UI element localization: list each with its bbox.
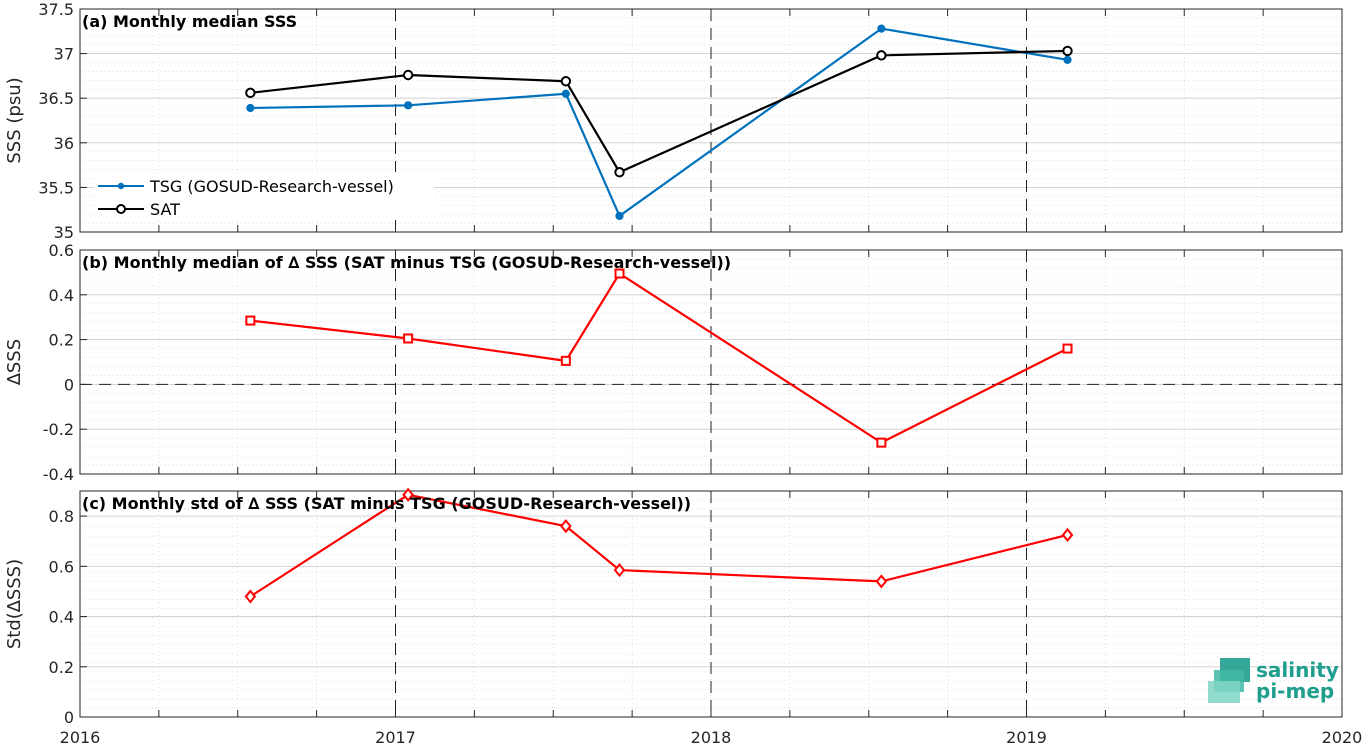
- panel-a-title: (a) Monthly median SSS: [82, 12, 297, 31]
- panel-b-ylabel: ∆SSS: [4, 339, 25, 386]
- series-line: [250, 49, 1068, 174]
- data-point: [1063, 55, 1072, 64]
- data-point: [614, 268, 625, 279]
- legend-background: [94, 172, 434, 220]
- y-tick-label: 0.2: [49, 658, 74, 677]
- series-line: [249, 493, 1068, 598]
- logo-text-line2: pi-mep: [1256, 679, 1334, 703]
- y-tick-label: 0.8: [49, 507, 74, 526]
- data-point: [615, 211, 624, 221]
- data-point: [613, 563, 626, 578]
- data-point: [876, 50, 887, 61]
- panel-b: -0.4 -0.2 0 0.2 0.4 0.6: [43, 241, 1343, 484]
- data-point: [245, 315, 256, 326]
- panel-c-title: (c) Monthly std of ∆ SSS (SAT minus TSG …: [82, 494, 691, 513]
- data-point: [875, 574, 888, 589]
- data-point: [1062, 45, 1073, 57]
- y-tick-label: 35: [54, 223, 74, 242]
- data-point: [560, 355, 571, 366]
- x-tick-label: 2019: [1006, 728, 1047, 745]
- y-tick-label: 0.6: [49, 557, 74, 576]
- y-tick-label: 0.4: [49, 608, 74, 627]
- y-tick-label: 0: [64, 708, 74, 727]
- data-point: [246, 103, 255, 113]
- data-point: [561, 89, 570, 98]
- data-point: [560, 76, 572, 87]
- y-tick-label: 36.5: [38, 89, 74, 108]
- panel-c: 0 0.2 0.4 0.6 0.8 2016 2017 2018 2019 2020: [49, 487, 1363, 745]
- data-point: [404, 101, 413, 110]
- x-tick-label: 2016: [60, 728, 101, 745]
- data-point: [614, 167, 625, 178]
- panel-a-ylabel: SSS (psu): [4, 77, 25, 163]
- series-line: [250, 27, 1068, 218]
- y-tick-label: 0.6: [49, 241, 74, 260]
- y-tick-label: -0.2: [43, 420, 74, 439]
- x-tick-label: 2020: [1322, 728, 1363, 745]
- y-tick-label: 0.4: [49, 286, 74, 305]
- y-tick-label: 37.5: [38, 0, 74, 19]
- legend-sat-label: SAT: [150, 200, 180, 219]
- data-point: [402, 487, 414, 502]
- legend-tsg-marker: [117, 182, 125, 190]
- legend-sat-marker: [116, 204, 126, 214]
- data-point: [244, 589, 257, 604]
- y-tick-label: -0.4: [43, 465, 74, 484]
- y-tick-label: 0.2: [49, 331, 74, 350]
- data-point: [403, 333, 414, 344]
- y-tick-label: 0: [64, 375, 74, 394]
- y-tick-label: 36: [54, 134, 74, 153]
- y-tick-label: 35.5: [38, 178, 74, 197]
- data-point: [1061, 527, 1074, 543]
- logo-text-line1: salinity: [1256, 658, 1339, 682]
- y-tick-label: 37: [54, 45, 74, 64]
- legend: TSG (GOSUD-Research-vessel) SAT: [94, 172, 434, 220]
- data-point: [1062, 343, 1073, 354]
- legend-tsg-label: TSG (GOSUD-Research-vessel): [149, 177, 394, 196]
- x-tick-label: 2017: [375, 728, 416, 745]
- series-line: [250, 271, 1069, 444]
- data-point: [245, 87, 256, 99]
- data-point: [876, 437, 887, 448]
- data-point: [402, 69, 414, 81]
- data-point: [877, 24, 886, 33]
- x-tick-label: 2018: [691, 728, 732, 745]
- data-point: [560, 519, 572, 534]
- salinity-pi-mep-logo: salinity pi-mep: [1208, 658, 1339, 703]
- wave-icon: [1208, 658, 1250, 703]
- panel-c-ylabel: Std(∆SSS): [4, 559, 25, 649]
- panel-b-title: (b) Monthly median of ∆ SSS (SAT minus T…: [82, 253, 731, 272]
